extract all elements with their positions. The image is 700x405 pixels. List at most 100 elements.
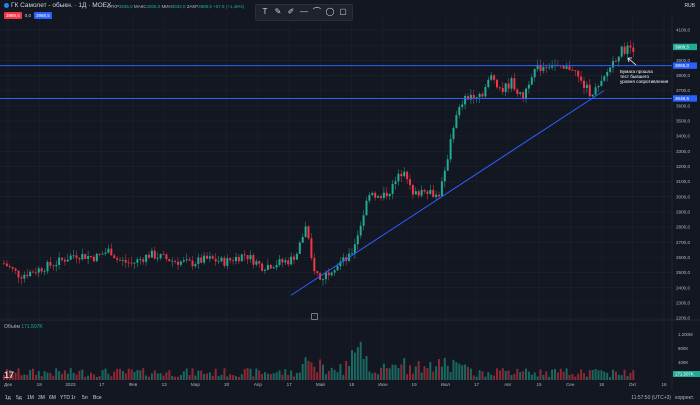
sell-button[interactable]: 3988,5 xyxy=(4,12,22,19)
candle-body-95 xyxy=(278,259,281,266)
candle-body-135 xyxy=(394,181,397,185)
volume-bar-195 xyxy=(568,375,571,380)
volume-bar-98 xyxy=(287,374,290,380)
volume-value: 171.507K xyxy=(21,324,43,330)
timeframe-8[interactable]: Все xyxy=(93,395,102,401)
candle-body-199 xyxy=(580,76,583,81)
candle-body-2 xyxy=(8,266,11,268)
bottom-right-status: 11:57:50 (UTC+3) коррект. xyxy=(631,395,694,401)
timeframe-1[interactable]: 5д xyxy=(16,395,22,401)
candle-body-153 xyxy=(446,159,449,171)
adjustment-mode[interactable]: коррект. xyxy=(675,395,694,401)
timeframe-6[interactable]: 1г xyxy=(71,395,76,401)
candle-body-157 xyxy=(458,107,461,116)
timeframe-0[interactable]: 1д xyxy=(5,395,11,401)
candle-body-31 xyxy=(92,256,95,262)
candle-body-152 xyxy=(443,170,446,182)
volume-bar-0 xyxy=(3,374,5,380)
timeframe-5[interactable]: YTD xyxy=(60,395,70,401)
candle-body-122 xyxy=(356,235,359,245)
ellipse-tool-icon[interactable]: ◯ xyxy=(325,7,335,16)
candle-body-128 xyxy=(374,192,377,198)
collapse-pane-icon[interactable]: ⌃ xyxy=(311,313,318,320)
candle-body-23 xyxy=(69,255,72,260)
volume-bar-94 xyxy=(275,372,278,380)
brush-tool-icon[interactable]: ✎ xyxy=(274,7,282,16)
volume-bar-58 xyxy=(171,376,174,380)
timeframe-3[interactable]: 3М xyxy=(38,395,45,401)
candle-body-71 xyxy=(208,256,211,259)
candle-body-4 xyxy=(14,268,17,271)
volume-bar-82 xyxy=(240,374,243,380)
time-tick-0: Дек xyxy=(4,382,13,387)
candle-body-130 xyxy=(380,196,382,198)
level-lower-tag: 3648,5 xyxy=(675,96,689,101)
symbol-title[interactable]: ГК Самолет - обыкн. · 1Д · MOEX xyxy=(4,2,111,9)
volume-bar-114 xyxy=(333,369,336,380)
volume-bar-165 xyxy=(481,371,484,380)
pen-tool-icon[interactable]: ✐ xyxy=(287,7,295,16)
line-tool-icon[interactable]: — xyxy=(300,7,308,16)
candle-body-76 xyxy=(223,257,226,266)
volume-tick-0: 1.200M xyxy=(678,332,693,337)
currency-label[interactable]: RUB xyxy=(684,3,695,9)
clock[interactable]: 11:57:50 (UTC+3) xyxy=(631,395,672,401)
candle-body-18 xyxy=(55,264,58,267)
candle-body-35 xyxy=(104,252,107,254)
candle-body-36 xyxy=(107,248,110,253)
volume-bar-76 xyxy=(223,368,226,380)
buy-button[interactable]: 3988,5 xyxy=(34,12,52,19)
volume-bar-138 xyxy=(403,358,406,380)
time-tick-19: 18 xyxy=(599,382,605,387)
rectangle-tool-icon[interactable]: ▢ xyxy=(339,7,347,16)
candle-body-149 xyxy=(435,194,438,198)
candle-body-182 xyxy=(530,77,533,85)
volume-bar-129 xyxy=(377,374,380,380)
chart-annotation[interactable]: Бумага прошла тест бывшего уровня сопрот… xyxy=(620,69,669,85)
curve-tool-icon[interactable]: ⌒ xyxy=(313,7,321,16)
time-tick-6: Мар xyxy=(191,382,200,387)
volume-bar-52 xyxy=(153,370,156,380)
time-tick-14: Июл xyxy=(441,382,451,387)
text-tool-icon[interactable]: T xyxy=(262,7,268,16)
volume-bar-92 xyxy=(269,374,272,380)
volume-bar-30 xyxy=(90,372,92,380)
time-tick-7: 20 xyxy=(224,382,230,387)
chart-canvas[interactable]: 4100,04000,03900,03800,03700,03600,03500… xyxy=(0,0,700,391)
volume-bar-211 xyxy=(614,371,617,380)
volume-bar-46 xyxy=(136,369,139,380)
volume-bar-37 xyxy=(110,376,113,380)
volume-bar-72 xyxy=(211,375,214,380)
volume-bar-24 xyxy=(72,372,75,380)
timeframe-4[interactable]: 6М xyxy=(49,395,56,401)
symbol-logo-icon xyxy=(4,2,9,8)
volume-bar-29 xyxy=(87,375,90,380)
candle-body-69 xyxy=(203,255,206,263)
volume-bar-47 xyxy=(139,370,142,380)
timeframe-2[interactable]: 1М xyxy=(27,395,34,401)
candle-body-165 xyxy=(481,93,484,97)
price-tick-16: 2500,0 xyxy=(676,270,690,275)
volume-bar-155 xyxy=(452,359,455,380)
volume-bar-139 xyxy=(406,374,409,380)
trendline[interactable] xyxy=(290,90,605,296)
volume-bar-157 xyxy=(458,363,461,380)
timeframe-7[interactable]: 5л xyxy=(82,395,88,401)
volume-bar-175 xyxy=(510,374,513,380)
volume-bar-5 xyxy=(17,368,20,380)
quantity-field[interactable]: 0,0 xyxy=(24,13,32,18)
candle-body-53 xyxy=(156,258,159,260)
tradingview-logo-icon[interactable]: 17 xyxy=(4,370,15,380)
candle-body-113 xyxy=(330,272,333,276)
candle-body-148 xyxy=(432,189,435,198)
candle-body-50 xyxy=(148,254,150,258)
candle-body-77 xyxy=(226,258,229,266)
low-label: МИН xyxy=(161,4,172,9)
volume-bar-130 xyxy=(380,367,382,380)
candle-body-166 xyxy=(484,87,487,97)
volume-bar-66 xyxy=(194,375,197,380)
candle-body-52 xyxy=(153,250,156,259)
candle-body-21 xyxy=(63,259,66,262)
volume-bar-207 xyxy=(603,371,606,380)
candle-body-22 xyxy=(66,259,69,262)
